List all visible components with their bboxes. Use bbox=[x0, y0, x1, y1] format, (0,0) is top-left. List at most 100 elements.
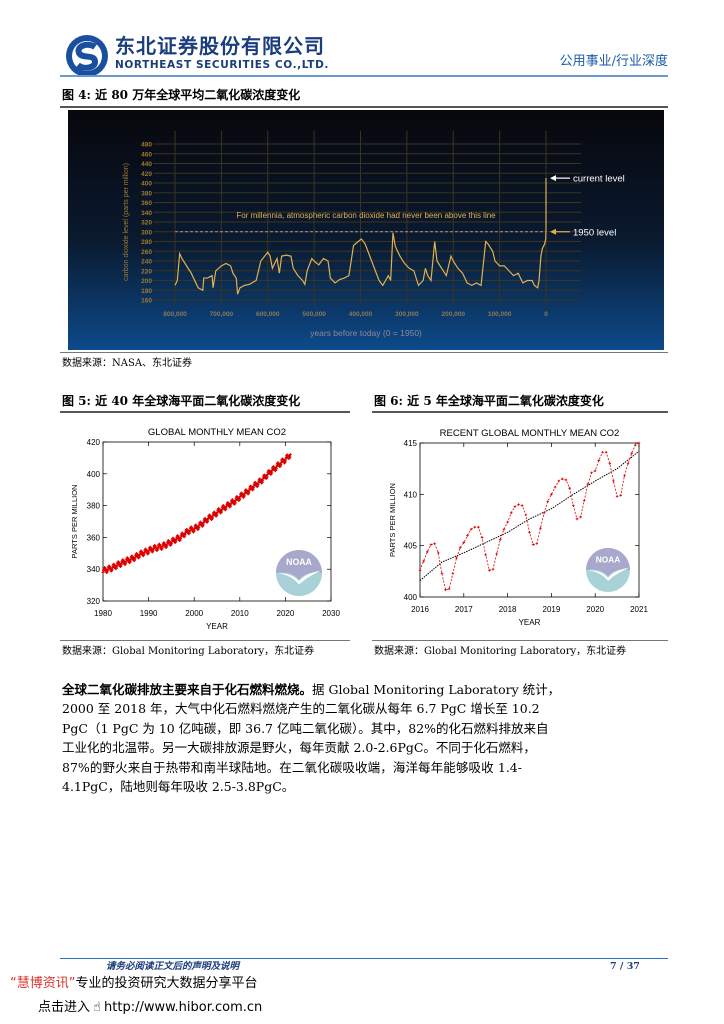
data-point bbox=[604, 450, 608, 454]
figure-5-source: 数据来源：Global Monitoring Laboratory，东北证券 bbox=[62, 646, 315, 657]
data-point bbox=[542, 511, 546, 515]
noaa-logo-top bbox=[276, 550, 322, 580]
paragraph-line: 全球二氧化碳排放主要来自于化石燃料燃烧。据 Global Monitoring … bbox=[62, 680, 560, 699]
data-point bbox=[473, 525, 477, 529]
x-tick-label: 2017 bbox=[455, 605, 473, 614]
y-tick-label: 360 bbox=[87, 533, 101, 542]
noaa-logo-bird bbox=[587, 567, 629, 581]
plot-frame bbox=[419, 442, 640, 598]
trend-line bbox=[419, 450, 640, 581]
y-tick-label: 420 bbox=[141, 171, 152, 178]
x-tick-label: 1980 bbox=[94, 609, 112, 618]
body-paragraph: 全球二氧化碳排放主要来自于化石燃料燃烧。据 Global Monitoring … bbox=[62, 680, 560, 796]
data-point bbox=[444, 588, 447, 592]
data-point bbox=[440, 572, 444, 575]
x-tick-label: 200,000 bbox=[442, 311, 466, 318]
data-point bbox=[436, 551, 440, 555]
data-point bbox=[469, 527, 473, 531]
data-point bbox=[575, 517, 579, 521]
y-tick-label: 320 bbox=[87, 597, 101, 606]
data-point bbox=[426, 550, 429, 554]
hibor-enter-label: 点击进入 bbox=[38, 1000, 91, 1015]
reference-line-label: For millennia, atmospheric carbon dioxid… bbox=[236, 211, 496, 220]
y-tick-label: 480 bbox=[141, 142, 152, 149]
y-tick-label: 360 bbox=[141, 200, 152, 207]
hibor-url[interactable]: http://www.hibor.com.cn bbox=[104, 1000, 263, 1015]
data-point bbox=[619, 494, 623, 497]
x-axis-label: years before today (0 = 1950) bbox=[310, 328, 422, 338]
x-axis-label: YEAR bbox=[519, 618, 541, 627]
data-point bbox=[626, 462, 630, 465]
y-tick-label: 415 bbox=[404, 439, 418, 448]
figure-5-bottom-rule bbox=[60, 640, 350, 641]
x-tick-label: 2021 bbox=[630, 605, 648, 614]
data-point bbox=[535, 542, 539, 545]
figure-6-bottom-rule bbox=[372, 640, 668, 641]
data-point bbox=[462, 541, 466, 544]
x-tick-label: 1990 bbox=[140, 609, 158, 618]
y-tick-label: 440 bbox=[141, 161, 152, 168]
y-tick-label: 260 bbox=[141, 249, 152, 256]
data-point bbox=[484, 553, 487, 557]
y-tick-label: 380 bbox=[141, 190, 152, 197]
plot-frame bbox=[102, 441, 332, 602]
data-point bbox=[524, 513, 528, 517]
data-point bbox=[506, 520, 509, 524]
y-tick-label: 400 bbox=[404, 593, 418, 602]
paragraph-line: 2000 至 2018 年，大气中化石燃料燃烧产生的二氧化碳从每年 6.7 Pg… bbox=[62, 701, 540, 717]
data-point bbox=[553, 485, 557, 489]
data-point bbox=[586, 482, 590, 486]
data-point bbox=[582, 499, 586, 502]
x-tick-label: 2020 bbox=[586, 605, 604, 614]
page-number: 7 / 37 bbox=[610, 961, 640, 972]
data-point bbox=[509, 511, 513, 515]
paragraph-lead: 全球二氧化碳排放主要来自于化石燃料燃烧。 bbox=[62, 682, 313, 697]
y-tick-label: 405 bbox=[404, 542, 418, 551]
paragraph-line: 87%的野火来自于热带和南半球陆地。在二氧化碳吸收端，海洋每年能够吸收 1.4- bbox=[62, 759, 522, 775]
y-tick-label: 380 bbox=[87, 502, 101, 511]
arrow-head-icon bbox=[550, 175, 556, 182]
footer-divider bbox=[60, 958, 668, 959]
x-tick-label: 300,000 bbox=[395, 311, 419, 318]
figure-6-chart: 400 405 410 415 2016 2017 2018 2019 2020 2021 YEAR… bbox=[388, 439, 648, 627]
x-tick-label: 2010 bbox=[231, 609, 249, 618]
figure-5-title: 图 5: 近 40 年全球海平面二氧化碳浓度变化 bbox=[62, 394, 301, 408]
data-point bbox=[557, 479, 560, 483]
y-tick-label: 240 bbox=[141, 259, 152, 266]
noaa-logo-bird bbox=[277, 570, 321, 585]
annotation-label: 1950 level bbox=[573, 227, 616, 238]
y-tick-label: 410 bbox=[404, 490, 418, 499]
paragraph-line: 工业化的北温带。另一大碳排放源是野火，每年贡献 2.0-2.6PgC。不同于化石… bbox=[62, 740, 536, 756]
data-point bbox=[568, 486, 571, 490]
figure-4-source: 数据来源：NASA、东北证券 bbox=[62, 358, 193, 369]
y-axis-label: PARTS PER MILLION bbox=[70, 485, 79, 559]
noaa-logo-text: NOAA bbox=[286, 557, 312, 567]
data-point bbox=[593, 469, 597, 473]
data-point bbox=[634, 443, 637, 447]
data-point bbox=[499, 538, 502, 541]
data-point bbox=[601, 450, 604, 454]
noaa-logo-top bbox=[586, 548, 630, 577]
data-point bbox=[455, 556, 458, 560]
data-point bbox=[612, 479, 615, 483]
y-axis-label: PARTS PER MILLION bbox=[388, 483, 397, 557]
data-point bbox=[608, 462, 612, 465]
figure-4-rule bbox=[60, 106, 668, 108]
data-point bbox=[579, 515, 582, 519]
y-tick-label: 300 bbox=[141, 229, 152, 236]
figure-6-source: 数据来源：Global Monitoring Laboratory，东北证券 bbox=[374, 646, 627, 657]
data-point bbox=[520, 504, 524, 507]
y-tick-label: 160 bbox=[141, 298, 152, 305]
data-point bbox=[422, 559, 425, 563]
data-point bbox=[590, 471, 593, 475]
y-tick-label: 320 bbox=[141, 220, 152, 227]
company-name-en: NORTHEAST SECURITIES CO.,LTD. bbox=[115, 59, 329, 71]
data-point bbox=[491, 567, 495, 571]
data-point bbox=[502, 527, 506, 531]
y-tick-label: 180 bbox=[141, 288, 152, 295]
hibor-link[interactable]: 点击进入 ☝ http://www.hibor.com.cn bbox=[38, 1000, 262, 1016]
x-tick-label: 800,000 bbox=[163, 311, 187, 318]
figure-6-title: 图 6: 近 5 年全球海平面二氧化碳浓度变化 bbox=[374, 394, 604, 408]
data-point bbox=[433, 542, 436, 545]
data-point bbox=[418, 569, 422, 572]
